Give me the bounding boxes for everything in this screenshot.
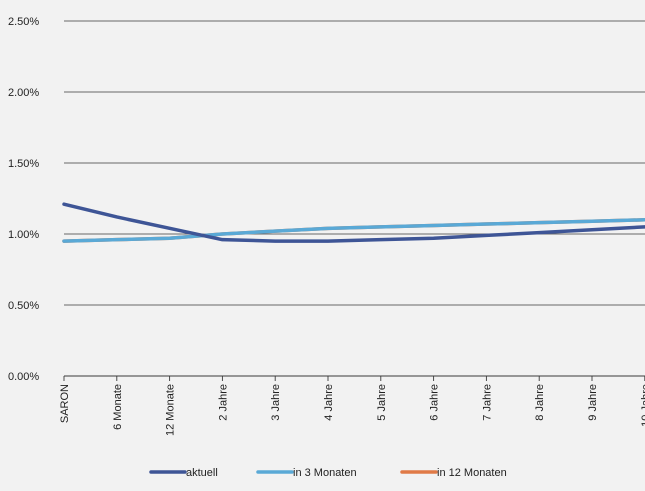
x-tick-label: 6 Monate [112,384,124,430]
x-tick-label: 9 Jahre [587,384,599,421]
legend-label: aktuell [186,467,218,479]
y-tick-label: 0.50% [8,300,39,312]
x-tick-label: SARON [59,384,71,423]
legend: aktuell in 3 Monaten in 12 Monaten [149,467,507,479]
x-tick-label: 6 Jahre [429,384,441,421]
series-line [62,202,645,243]
x-tick-label: 4 Jahre [323,384,335,421]
x-tick-label: 2 Jahre [217,384,229,421]
y-tick-label: 1.00% [8,229,39,241]
legend-label: in 12 Monaten [437,467,507,479]
series-line [62,218,645,243]
x-tick-label: 5 Jahre [376,384,388,421]
x-axis: SARON 6 Monate 12 Monate 2 Jahre 3 Jahre 4 Ja… [59,375,645,436]
x-tick-label: 10 Jahre [640,384,645,427]
x-tick-label: 12 Monate [165,384,177,436]
y-tick-label: 2.00% [8,87,39,99]
x-tick-label: 3 Jahre [270,384,282,421]
y-tick-label: 2.50% [8,16,39,28]
y-tick-label: 0.00% [8,371,39,383]
series-lines [62,202,645,243]
x-tick-label: 7 Jahre [481,384,493,421]
y-axis-ticks: 0.00% 0.50% 1.00% 1.50% 2.00% 2.50% [8,16,39,383]
legend-label: in 3 Monaten [293,467,357,479]
y-tick-label: 1.50% [8,158,39,170]
x-tick-label: 8 Jahre [534,384,546,421]
gridlines [64,20,645,377]
